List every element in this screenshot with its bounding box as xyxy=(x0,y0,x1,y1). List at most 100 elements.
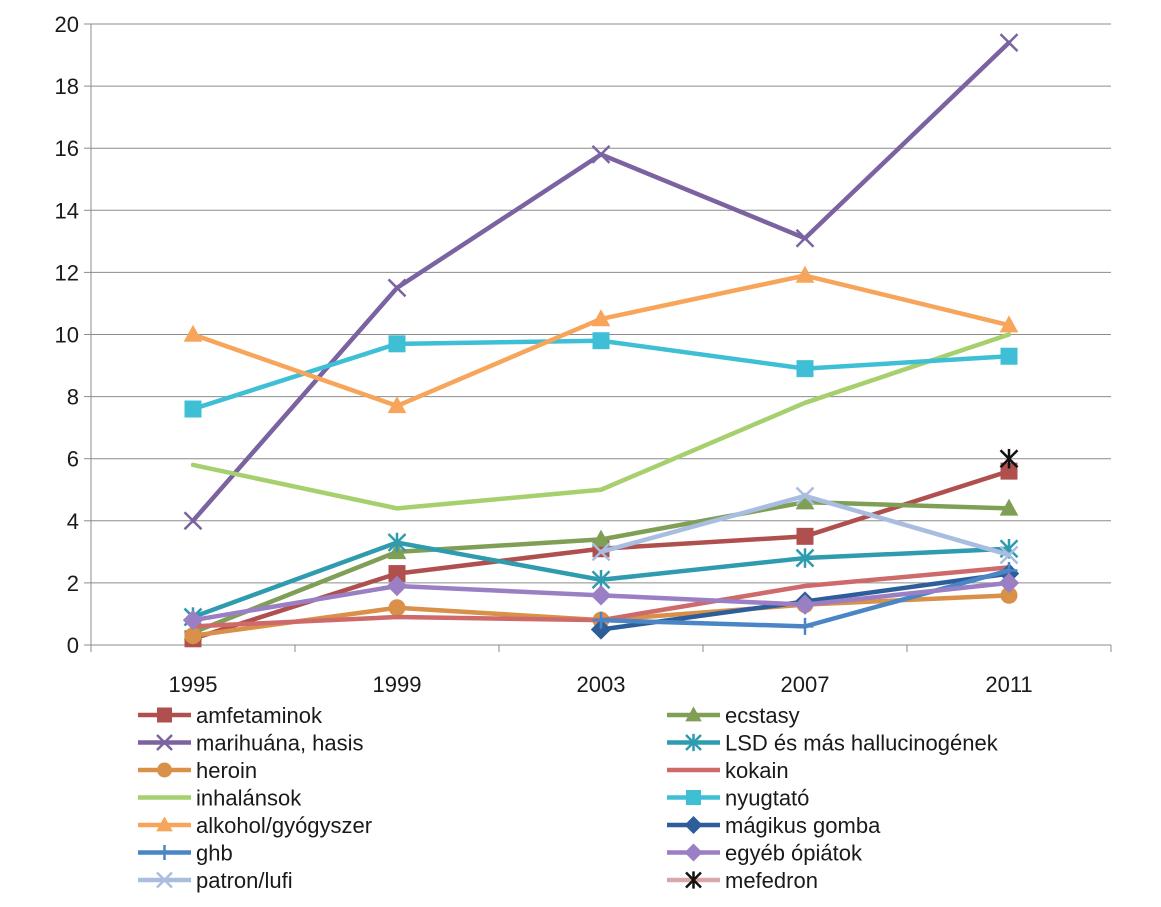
data-point xyxy=(794,594,816,615)
x-tick-label: 2011 xyxy=(985,672,1032,697)
data-point xyxy=(591,145,611,164)
data-point xyxy=(999,448,1019,469)
legend-label: egyéb ópiátok xyxy=(725,841,863,866)
legend-label: heroin xyxy=(196,758,257,783)
data-point xyxy=(1000,347,1018,365)
legend-label: marihuána, hasis xyxy=(196,731,364,756)
marker-stroke xyxy=(156,871,173,889)
legend-label: ghb xyxy=(196,841,233,866)
legend-item: mefedron xyxy=(667,868,818,893)
data-point xyxy=(999,315,1019,333)
legend-marker xyxy=(156,816,173,832)
data-point xyxy=(387,278,407,298)
marker-stroke xyxy=(183,511,203,531)
y-tick-label: 2 xyxy=(67,571,79,596)
legend-marker xyxy=(156,734,173,751)
data-point xyxy=(590,585,612,606)
data-point xyxy=(591,542,611,562)
marker-stroke xyxy=(591,145,611,164)
legend-marker xyxy=(685,733,702,752)
y-tick-label: 4 xyxy=(67,509,79,534)
legend-item: marihuána, hasis xyxy=(138,731,364,756)
legend-marker xyxy=(156,871,173,889)
series-7 xyxy=(184,332,1018,418)
series-line xyxy=(190,332,1012,511)
x-tick-label: 1995 xyxy=(169,672,218,697)
legend-marker xyxy=(684,843,703,862)
legend-label: mefedron xyxy=(725,868,818,893)
legend-item: egyéb ópiátok xyxy=(667,841,863,866)
legend-label: mágikus gomba xyxy=(725,813,881,838)
data-point xyxy=(591,529,611,547)
data-point xyxy=(387,532,407,553)
data-point xyxy=(795,492,815,510)
data-point xyxy=(387,396,407,414)
series-6 xyxy=(190,332,1012,511)
data-point xyxy=(795,486,815,506)
marker-stroke xyxy=(795,486,815,506)
marker-stroke xyxy=(387,278,407,298)
data-point xyxy=(590,619,612,640)
data-point xyxy=(591,309,611,327)
y-tick-label: 18 xyxy=(55,74,79,99)
legend-label: ecstasy xyxy=(725,703,800,728)
y-tick-label: 8 xyxy=(67,385,79,410)
data-point xyxy=(999,498,1019,516)
series-2 xyxy=(183,33,1019,531)
y-tick-label: 12 xyxy=(55,260,79,285)
data-point xyxy=(182,609,204,631)
marker-stroke xyxy=(156,734,173,751)
marker-stroke xyxy=(999,545,1019,565)
legend-label: patron/lufi xyxy=(196,868,293,893)
y-tick-label: 6 xyxy=(67,447,79,472)
legend-label: kokain xyxy=(725,758,789,783)
data-point xyxy=(796,360,814,378)
data-point xyxy=(795,265,815,283)
data-point xyxy=(999,545,1019,565)
data-point xyxy=(1000,586,1018,604)
data-point xyxy=(388,599,406,617)
data-point xyxy=(183,511,203,531)
y-tick-label: 16 xyxy=(55,136,79,161)
y-tick-label: 20 xyxy=(55,12,79,37)
series-8 xyxy=(183,265,1019,414)
data-point xyxy=(998,572,1020,594)
legend-label: alkohol/gyógyszer xyxy=(196,813,372,838)
marker-stroke xyxy=(999,33,1019,53)
data-point xyxy=(592,611,610,629)
data-point xyxy=(388,565,406,583)
data-point xyxy=(795,548,815,568)
legend-item: alkohol/gyógyszer xyxy=(138,813,372,838)
y-tick-label: 14 xyxy=(55,198,79,223)
series-lines xyxy=(182,33,1020,648)
data-point xyxy=(796,617,814,635)
legend-item: patron/lufi xyxy=(138,868,293,893)
legend-item: kokain xyxy=(667,758,789,783)
series-11 xyxy=(182,572,1020,631)
legend-label: LSD és más hallucinogének xyxy=(725,731,999,756)
legend-marker xyxy=(685,871,702,889)
x-tick-label: 1999 xyxy=(373,672,422,697)
data-point xyxy=(184,627,202,645)
data-point xyxy=(999,33,1019,53)
legend: amfetaminok ecstasy marihuána, hasis LSD és… xyxy=(138,703,999,893)
legend-item: ecstasy xyxy=(667,703,800,728)
y-axis-ticks: 0 2 4 6 8 10 12 14 16 18 20 xyxy=(55,12,91,658)
legend-marker xyxy=(684,816,703,834)
legend-label: inhalánsok xyxy=(196,786,302,811)
legend-label: amfetaminok xyxy=(196,703,323,728)
legend-marker xyxy=(157,762,172,778)
data-point xyxy=(183,324,203,342)
legend-item: heroin xyxy=(138,758,257,783)
legend-marker xyxy=(685,706,702,722)
y-tick-label: 0 xyxy=(67,633,79,658)
series-13 xyxy=(999,448,1019,469)
legend-item: LSD és más hallucinogének xyxy=(667,731,999,756)
series-line xyxy=(190,40,1012,524)
legend-item: mágikus gomba xyxy=(667,813,881,838)
gridlines xyxy=(91,23,1111,584)
legend-item: nyugtató xyxy=(667,786,809,811)
y-tick-label: 10 xyxy=(55,323,79,348)
legend-marker xyxy=(686,790,701,805)
x-tick-label: 2003 xyxy=(577,672,626,697)
